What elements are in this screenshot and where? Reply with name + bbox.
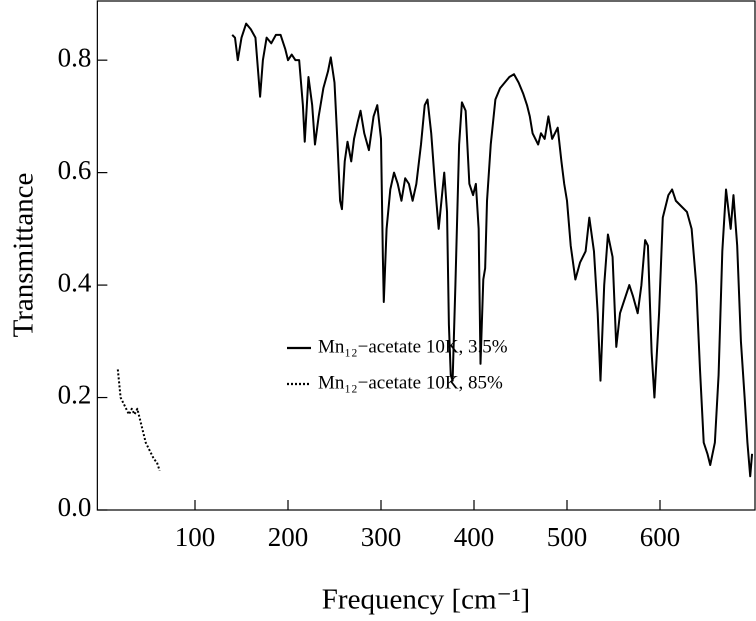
y-tick-label: 0.6 [58, 155, 92, 185]
legend-text: Mn₁₂−acetate 10K, 3.5% [318, 336, 508, 357]
x-tick-label: 400 [454, 522, 495, 552]
y-tick-label: 0.2 [58, 380, 92, 410]
legend-text: Mn₁₂−acetate 10K, 85% [318, 372, 503, 393]
y-tick-label: 0.8 [58, 42, 92, 72]
x-tick-label: 100 [175, 522, 216, 552]
y-tick-label: 0.4 [58, 267, 92, 297]
y-tick-label: 0.0 [58, 492, 92, 522]
x-tick-label: 300 [361, 522, 402, 552]
x-tick-label: 200 [268, 522, 309, 552]
x-tick-label: 500 [547, 522, 588, 552]
data-line [231, 22, 754, 478]
y-axis-label: Transmittance [8, 173, 40, 338]
plot-frame [96, 0, 756, 511]
data-line [116, 369, 161, 471]
x-tick-label: 600 [640, 522, 681, 552]
x-axis-label: Frequency [cm⁻¹] [322, 584, 530, 616]
